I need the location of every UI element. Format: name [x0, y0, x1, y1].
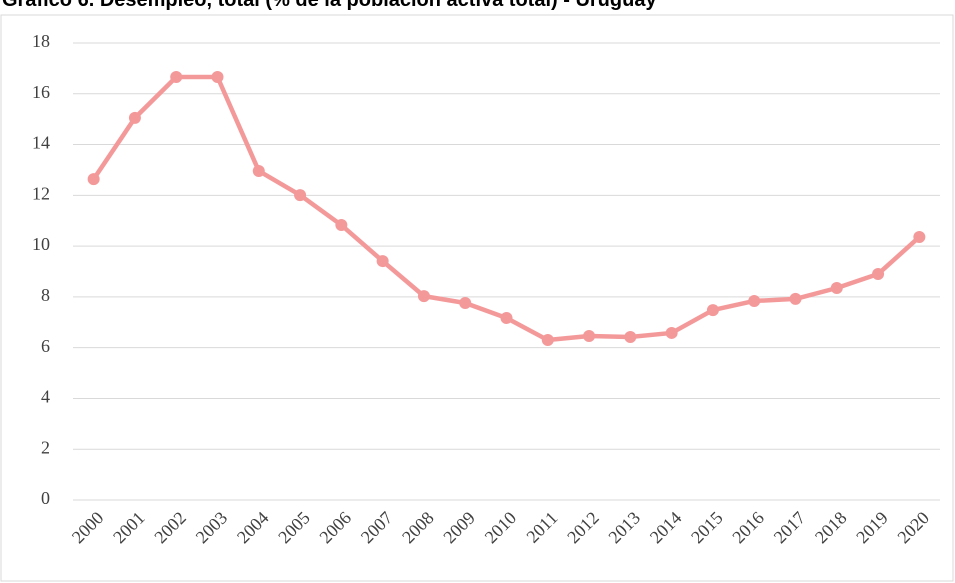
marker [294, 189, 307, 202]
y-tick-label: 10 [32, 234, 50, 254]
marker [913, 230, 926, 243]
y-tick-label: 2 [41, 437, 50, 457]
marker [252, 164, 265, 177]
marker [624, 331, 637, 344]
marker [706, 304, 719, 317]
y-tick-label: 14 [32, 133, 50, 153]
x-tick-label: 2002 [150, 508, 190, 548]
y-tick-label: 0 [41, 488, 50, 508]
x-tick-label: 2007 [357, 508, 397, 548]
x-tick-label: 2011 [522, 508, 561, 547]
marker [541, 334, 554, 347]
marker [872, 268, 885, 281]
x-tick-label: 2018 [811, 508, 851, 548]
y-tick-label: 4 [41, 387, 50, 407]
x-tick-label: 2008 [398, 508, 438, 548]
x-tick-label: 2000 [68, 508, 108, 548]
y-tick-label: 18 [32, 31, 50, 51]
marker [830, 282, 843, 295]
x-tick-label: 2016 [728, 508, 768, 548]
chart-border [0, 14, 954, 582]
x-tick-label: 2012 [563, 508, 603, 548]
marker [748, 294, 761, 307]
marker [500, 311, 513, 324]
x-tick-label: 2013 [605, 508, 645, 548]
x-tick-label: 2003 [192, 508, 232, 548]
y-tick-label: 16 [32, 82, 50, 102]
marker [376, 255, 389, 268]
marker [170, 71, 183, 84]
x-tick-label: 2005 [274, 508, 314, 548]
x-tick-label: 2020 [894, 508, 934, 548]
x-tick-label: 2006 [316, 508, 356, 548]
x-tick-label: 2014 [646, 508, 686, 548]
marker [87, 173, 100, 186]
x-tick-label: 2017 [770, 508, 810, 548]
marker [335, 219, 348, 232]
chart-title: Gráfico 6. Desempleo, total (% de la pob… [2, 0, 657, 11]
x-tick-label: 2019 [852, 508, 892, 548]
marker [665, 326, 678, 339]
y-tick-label: 6 [41, 336, 50, 356]
x-tick-label: 2001 [109, 508, 149, 548]
marker [583, 329, 596, 342]
marker [417, 290, 430, 303]
marker [128, 111, 141, 124]
x-tick-label: 2009 [439, 508, 479, 548]
x-tick-label: 2015 [687, 508, 727, 548]
x-tick-label: 2010 [481, 508, 521, 548]
y-tick-label: 8 [41, 285, 50, 305]
marker [789, 292, 802, 305]
x-tick-label: 2004 [233, 508, 273, 548]
marker [211, 71, 224, 84]
marker [459, 296, 472, 309]
y-tick-label: 12 [32, 183, 50, 203]
